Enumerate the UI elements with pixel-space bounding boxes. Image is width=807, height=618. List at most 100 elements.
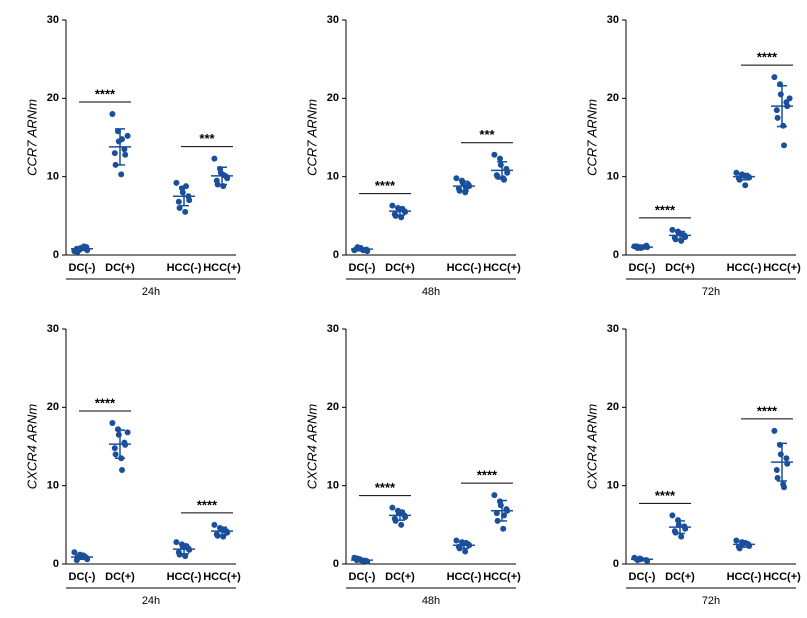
y-tick-label: 30 xyxy=(47,323,59,335)
significance-label: **** xyxy=(655,488,676,503)
sd-bar xyxy=(777,442,787,482)
significance-label: **** xyxy=(95,395,116,410)
sd-bar xyxy=(77,246,87,252)
x-tick-label: HCC(-) xyxy=(447,571,482,583)
sd-bar xyxy=(395,509,405,521)
y-tick-label: 20 xyxy=(327,92,339,104)
data-point xyxy=(773,107,780,114)
sd-bar xyxy=(217,166,227,186)
panel: 0 10 20 30 CXCR4 ARNm DC(-) DC(+) HCC(-) HCC(+) 7… xyxy=(584,323,801,607)
x-axis-label: 72h xyxy=(702,286,720,298)
significance-label: *** xyxy=(199,131,215,146)
data-point xyxy=(119,467,125,473)
x-axis-label: 24h xyxy=(142,286,160,298)
data-point xyxy=(182,208,189,215)
y-tick-label: 0 xyxy=(53,249,59,261)
significance-label: *** xyxy=(479,127,495,142)
data-point xyxy=(392,517,399,524)
data-point xyxy=(392,212,399,219)
data-point xyxy=(771,74,778,81)
sd-bar xyxy=(459,180,469,192)
y-tick-label: 20 xyxy=(607,401,619,413)
data-point xyxy=(173,179,180,186)
y-axis-label: CXCR4 ARNm xyxy=(584,404,599,490)
panel: 0 10 20 30 CCR7 ARNm DC(-) DC(+) HCC(-) HCC(+) 24… xyxy=(24,14,241,298)
data-point xyxy=(462,548,469,555)
sd-bar xyxy=(739,540,749,548)
significance-label: **** xyxy=(375,480,396,495)
data-point xyxy=(780,122,787,129)
x-tick-label: HCC(-) xyxy=(167,262,202,274)
data-point xyxy=(497,155,503,162)
x-tick-label: HCC(+) xyxy=(203,571,241,583)
y-axis-label: CCR7 ARNm xyxy=(304,99,319,176)
panel: 0 10 20 30 CCR7 ARNm DC(-) DC(+) HCC(-) HCC(+) 48… xyxy=(304,14,521,298)
y-tick-label: 20 xyxy=(47,401,59,413)
y-tick-label: 10 xyxy=(327,480,339,492)
data-point xyxy=(777,451,784,458)
x-tick-label: DC(+) xyxy=(105,262,135,274)
x-axis-label: 48h xyxy=(422,595,440,607)
data-point xyxy=(211,521,218,528)
data-point xyxy=(115,431,122,438)
sd-bar xyxy=(497,161,507,180)
x-tick-label: DC(-) xyxy=(629,262,656,274)
y-tick-label: 10 xyxy=(607,171,619,183)
y-tick-label: 10 xyxy=(607,480,619,492)
data-point xyxy=(186,197,193,204)
y-tick-label: 0 xyxy=(613,558,619,570)
data-point xyxy=(214,532,221,539)
data-point xyxy=(389,504,396,511)
sd-bar xyxy=(675,520,685,535)
data-point xyxy=(669,226,676,233)
data-point xyxy=(84,556,91,563)
panel: 0 10 20 30 CXCR4 ARNm DC(-) DC(+) HCC(-) HCC(+) 2… xyxy=(24,323,241,607)
significance-label: **** xyxy=(757,403,778,418)
data-point xyxy=(774,474,781,481)
x-axis-label: 48h xyxy=(422,286,440,298)
data-point xyxy=(176,551,183,558)
data-point xyxy=(211,155,218,162)
significance-label: **** xyxy=(197,497,218,512)
data-point xyxy=(774,114,781,121)
y-tick-label: 10 xyxy=(47,171,59,183)
data-point xyxy=(398,214,405,221)
x-tick-label: DC(+) xyxy=(665,571,695,583)
sd-bar xyxy=(777,85,787,128)
y-axis-label: CXCR4 ARNm xyxy=(24,404,39,490)
data-point xyxy=(398,521,405,528)
y-tick-label: 30 xyxy=(327,323,339,335)
sd-bar xyxy=(739,172,749,181)
data-point xyxy=(672,529,679,536)
x-tick-label: HCC(+) xyxy=(763,262,801,274)
significance-label: **** xyxy=(655,202,676,217)
y-tick-label: 20 xyxy=(327,401,339,413)
data-point xyxy=(491,492,498,499)
sd-bar xyxy=(357,557,367,563)
y-tick-label: 10 xyxy=(47,480,59,492)
data-point xyxy=(733,537,740,544)
data-point xyxy=(497,502,504,509)
data-point xyxy=(771,427,778,434)
sd-bar xyxy=(115,429,125,459)
data-point xyxy=(500,525,507,532)
data-point xyxy=(109,111,116,117)
x-tick-label: DC(+) xyxy=(385,571,415,583)
y-tick-label: 30 xyxy=(607,323,619,335)
sd-bar xyxy=(637,245,647,249)
y-tick-label: 20 xyxy=(47,92,59,104)
data-point xyxy=(182,553,189,560)
y-tick-label: 0 xyxy=(53,558,59,570)
panel: 0 10 20 30 CCR7 ARNm DC(-) DC(+) HCC(-) HCC(+) 72… xyxy=(584,14,801,298)
data-point xyxy=(453,537,460,544)
data-point xyxy=(781,142,787,149)
significance-label: **** xyxy=(477,468,498,483)
data-point xyxy=(111,445,118,452)
sd-bar xyxy=(179,186,189,207)
data-point xyxy=(124,132,131,139)
data-point xyxy=(493,510,500,517)
x-tick-label: HCC(-) xyxy=(447,262,482,274)
x-tick-label: DC(-) xyxy=(349,571,376,583)
y-axis-label: CCR7 ARNm xyxy=(584,99,599,176)
sd-bar xyxy=(395,206,405,216)
